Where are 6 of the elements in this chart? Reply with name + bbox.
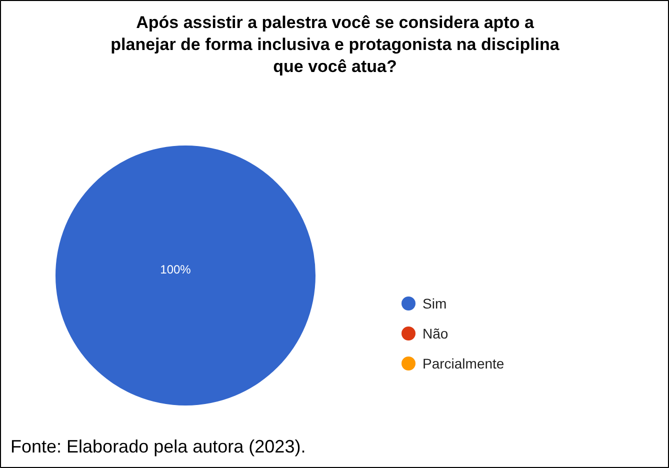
legend-label: Sim — [422, 296, 447, 312]
chart-title: Após assistir a palestra você se considera apto a planejar de forma inclusiva e protagonista na disciplina que você atua? — [110, 13, 560, 76]
data-label: 100% — [160, 262, 192, 276]
legend-label: Não — [422, 326, 448, 342]
legend-label: Parcialmente — [422, 356, 504, 372]
source-note: Fonte: Elaborado pela autora (2023). — [10, 436, 306, 456]
